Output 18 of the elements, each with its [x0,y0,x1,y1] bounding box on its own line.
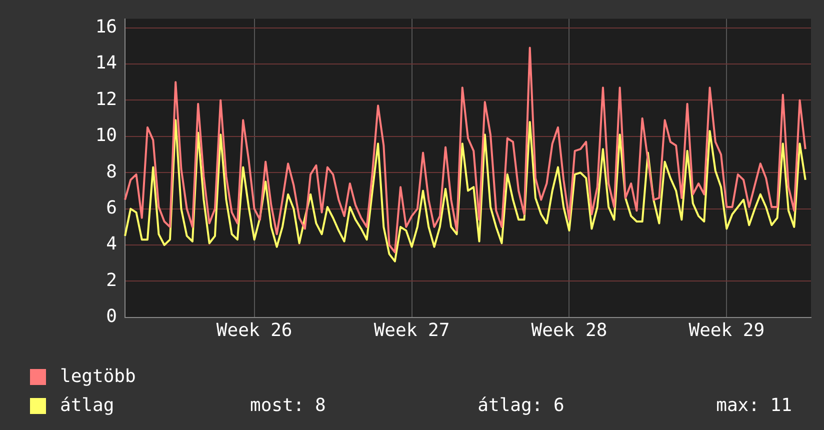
text: max: 11 [716,394,792,418]
y-tick-label: 6 [106,197,117,218]
y-tick-label: 0 [106,306,117,328]
y-tick-label: 10 [95,125,117,146]
x-tick-label: Week 29 [688,320,765,341]
y-tick-label: 8 [106,161,117,182]
legend-label: legtöbb [60,365,136,389]
legend-label: átlag [60,394,114,418]
x-tick-label: Week 27 [374,320,450,341]
y-tick-label: 14 [95,52,117,74]
x-tick-label: Week 28 [531,320,608,341]
y-tick-label: 12 [95,88,117,110]
y-tick-label: 16 [95,16,117,38]
y-tick-label: 4 [106,234,117,255]
y-tick-label: 2 [106,270,117,291]
text: átlag: 6 [478,394,564,418]
x-tick-label: Week 26 [216,320,292,341]
text: most: 8 [250,394,326,418]
